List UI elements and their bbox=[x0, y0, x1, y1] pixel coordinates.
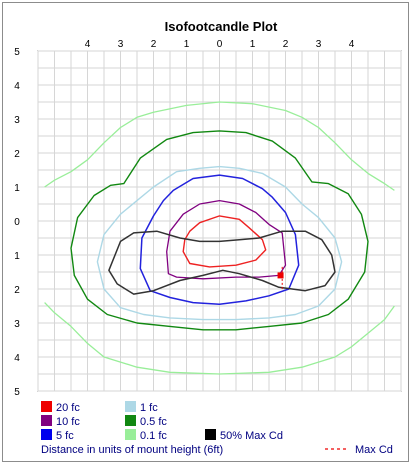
contour-0-1-fc bbox=[44, 302, 395, 375]
chart-title: Isofootcandle Plot bbox=[165, 19, 278, 34]
y-tick-label: 0 bbox=[14, 217, 20, 228]
legend-swatch bbox=[125, 429, 136, 440]
y-tick-label: 5 bbox=[14, 387, 20, 398]
x-tick-label: 3 bbox=[316, 39, 322, 50]
legend-swatch bbox=[41, 415, 52, 426]
y-tick-labels: 5 4 3 2 1 0 1 2 3 4 5 bbox=[14, 47, 20, 398]
max-cd-markers bbox=[277, 266, 284, 289]
y-tick-label: 1 bbox=[14, 183, 20, 194]
legend-label: 20 fc bbox=[56, 402, 80, 414]
legend-swatch bbox=[41, 429, 52, 440]
legend-label: 0.5 fc bbox=[140, 416, 167, 428]
grid-lines bbox=[37, 50, 402, 392]
x-tick-label: 1 bbox=[250, 39, 256, 50]
y-tick-label: 4 bbox=[14, 353, 20, 364]
legend-label: 0.1 fc bbox=[140, 430, 167, 442]
x-tick-label: 2 bbox=[283, 39, 289, 50]
x-tick-label: 1 bbox=[184, 39, 190, 50]
x-tick-label: 0 bbox=[217, 39, 223, 50]
x-tick-label: 4 bbox=[349, 39, 355, 50]
contour-1-fc bbox=[96, 165, 343, 321]
legend-swatch bbox=[125, 401, 136, 412]
y-tick-label: 2 bbox=[14, 285, 20, 296]
legend-swatch bbox=[205, 429, 216, 440]
legend-swatch bbox=[125, 415, 136, 426]
legend-label: 50% Max Cd bbox=[220, 430, 283, 442]
contour-lines bbox=[44, 101, 395, 375]
legend-label: 5 fc bbox=[56, 430, 74, 442]
x-tick-label: 4 bbox=[85, 39, 91, 50]
x-tick-label: 2 bbox=[151, 39, 157, 50]
legend-label: 1 fc bbox=[140, 402, 158, 414]
x-tick-labels: 4 3 2 1 0 1 2 3 4 bbox=[85, 39, 355, 50]
legend: 20 fc 1 fc 10 fc 0.5 fc 5 fc 0.1 fc 50% Max Cd bbox=[41, 401, 283, 442]
contour-20-fc bbox=[182, 215, 267, 268]
y-tick-label: 3 bbox=[14, 319, 20, 330]
contour-50-max-cd bbox=[108, 230, 336, 295]
distance-footnote: Distance in units of mount height (6ft) bbox=[41, 444, 223, 456]
y-tick-label: 4 bbox=[14, 81, 20, 92]
y-tick-label: 2 bbox=[14, 149, 20, 160]
y-tick-label: 1 bbox=[14, 251, 20, 262]
legend-label: 10 fc bbox=[56, 416, 80, 428]
y-tick-label: 5 bbox=[14, 47, 20, 58]
max-cd-marker bbox=[277, 272, 284, 279]
max-cd-legend-label: Max Cd bbox=[355, 444, 393, 456]
contour-0-1-fc bbox=[44, 101, 395, 191]
x-tick-label: 3 bbox=[118, 39, 124, 50]
contour-0-5-fc bbox=[70, 130, 369, 331]
legend-swatch bbox=[41, 401, 52, 412]
y-tick-label: 3 bbox=[14, 115, 20, 126]
